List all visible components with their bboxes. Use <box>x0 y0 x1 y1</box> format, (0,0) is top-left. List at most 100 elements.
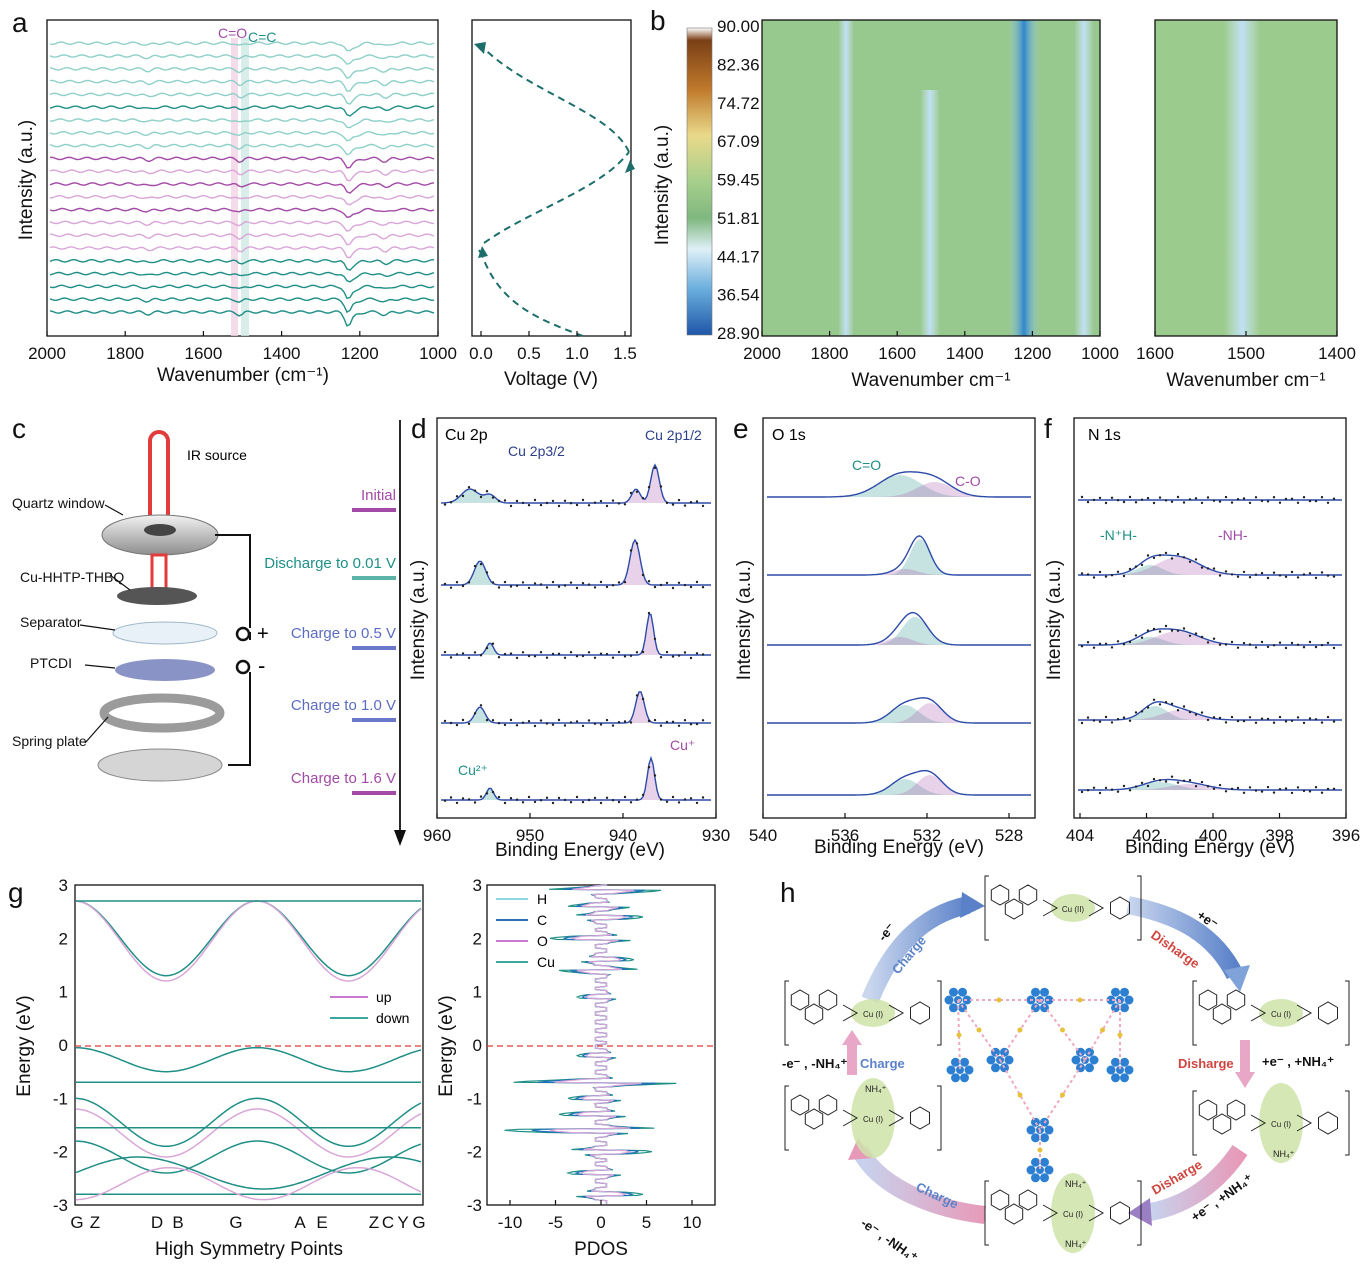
nh4-label: NH₄⁺ <box>865 1084 887 1094</box>
fit-component-b <box>1078 631 1342 645</box>
data-point <box>563 798 567 802</box>
data-point <box>605 652 609 656</box>
data-point <box>1134 565 1138 568</box>
cu-site-highlight <box>851 999 895 1027</box>
data-point <box>461 584 465 588</box>
data-point <box>593 722 597 725</box>
band-line <box>75 1097 422 1148</box>
data-point <box>659 583 663 587</box>
ir-spectrum-line <box>49 207 435 218</box>
framework-node <box>1111 1003 1120 1013</box>
data-point <box>569 502 573 505</box>
data-point <box>1134 711 1138 714</box>
data-point <box>509 504 513 508</box>
voltage-xticks: 0.0 0.5 1.0 1.5 <box>469 331 637 363</box>
data-point <box>1230 787 1234 790</box>
kpoint-label: G <box>70 1213 83 1232</box>
data-point <box>689 797 693 800</box>
ir-spectrum-line <box>49 143 435 156</box>
framework-cu-node <box>1017 1027 1023 1033</box>
pdos-ytick: 0 <box>473 1036 482 1055</box>
tick-label: 1200 <box>341 344 379 363</box>
cu-complex-structure: Cu (I) NH₄⁺ NH₄⁺ <box>984 1173 1142 1253</box>
data-point <box>647 719 651 723</box>
data-point <box>677 654 681 657</box>
data-point <box>581 800 585 804</box>
framework-node <box>960 1073 969 1083</box>
data-point <box>1170 500 1174 503</box>
data-point <box>1122 716 1126 719</box>
ir-spectrum-line <box>49 310 435 327</box>
tick-label: 5 <box>642 1213 651 1232</box>
cu-complex-structure: Cu (II) <box>984 875 1142 941</box>
data-point <box>1080 495 1084 499</box>
band-ylabel: Energy (eV) <box>14 995 35 1096</box>
cu-complex-structure: Cu (I) NH₄⁺ <box>784 1078 942 1158</box>
data-point <box>1164 551 1168 555</box>
data-point <box>635 651 639 654</box>
data-point <box>1080 721 1084 725</box>
panel-d-title: Cu 2p <box>445 427 488 444</box>
data-point <box>689 723 693 726</box>
data-point <box>1302 721 1306 725</box>
data-point <box>1296 501 1300 504</box>
data-point <box>1254 789 1258 792</box>
data-point <box>611 499 615 502</box>
tick-label: 1000 <box>419 344 457 363</box>
data-point <box>605 718 609 722</box>
data-point <box>665 501 669 505</box>
data-point <box>1278 574 1282 577</box>
panel-f-xlabel: Binding Energy (eV) <box>1125 837 1295 858</box>
data-point <box>1092 786 1096 789</box>
data-point <box>533 655 537 658</box>
data-point <box>665 581 669 585</box>
data-point <box>563 584 567 587</box>
panel-a-ir-spectra: C=O C=C 2000 1800 1600 1400 1200 1000 Intensi… <box>16 19 457 386</box>
data-point <box>1086 716 1090 719</box>
data-point <box>629 491 633 495</box>
nh4-label: NH₄⁺ <box>1065 1239 1087 1249</box>
data-point <box>653 585 657 589</box>
pdos-curve <box>549 884 642 1204</box>
cu-oxidation-label: Cu (I) <box>1271 1010 1291 1019</box>
kpoint-label: G <box>229 1213 242 1232</box>
colorbar-tick-label: 74.72 <box>717 94 760 113</box>
data-point <box>569 581 573 584</box>
fit-envelope <box>767 697 1031 724</box>
framework-node <box>1124 995 1134 1005</box>
nh4-label: NH₄⁺ <box>1065 1179 1087 1189</box>
data-point <box>677 801 681 804</box>
heatmap-left-xticks: 2000 1800 1600 1400 1200 1000 <box>743 331 1119 363</box>
benzene-ring <box>1198 989 1218 1011</box>
data-point <box>1128 640 1132 644</box>
data-point <box>1248 643 1252 646</box>
data-point <box>1110 721 1114 724</box>
data-point <box>1110 788 1114 791</box>
data-point <box>647 766 651 769</box>
benzene-ring <box>818 1094 838 1116</box>
data-point <box>479 563 483 566</box>
cu-site-highlight <box>1051 894 1095 922</box>
data-point <box>1314 786 1318 789</box>
data-point <box>551 801 555 805</box>
tick-label: 398 <box>1265 826 1293 845</box>
data-point <box>497 722 501 725</box>
panel-e-frame <box>762 417 1036 819</box>
voltage-frame <box>471 19 632 337</box>
data-point <box>449 586 453 589</box>
panel-e-title: O 1s <box>772 427 806 444</box>
framework-node <box>1044 1125 1054 1135</box>
polymer-bracket <box>784 1085 942 1151</box>
data-point <box>1224 643 1228 646</box>
benzene-ring <box>1018 1189 1038 1211</box>
framework-node <box>1111 987 1120 997</box>
heatmap-right-xticks: 1600 1500 1400 <box>1136 331 1356 363</box>
data-point <box>503 723 507 727</box>
colorbar-tick-label: 90.00 <box>717 17 760 36</box>
ir-spectrum-line <box>49 118 435 129</box>
data-point <box>1284 497 1288 501</box>
data-point <box>1158 703 1162 706</box>
data-point <box>1152 627 1156 631</box>
data-point <box>1260 499 1264 503</box>
